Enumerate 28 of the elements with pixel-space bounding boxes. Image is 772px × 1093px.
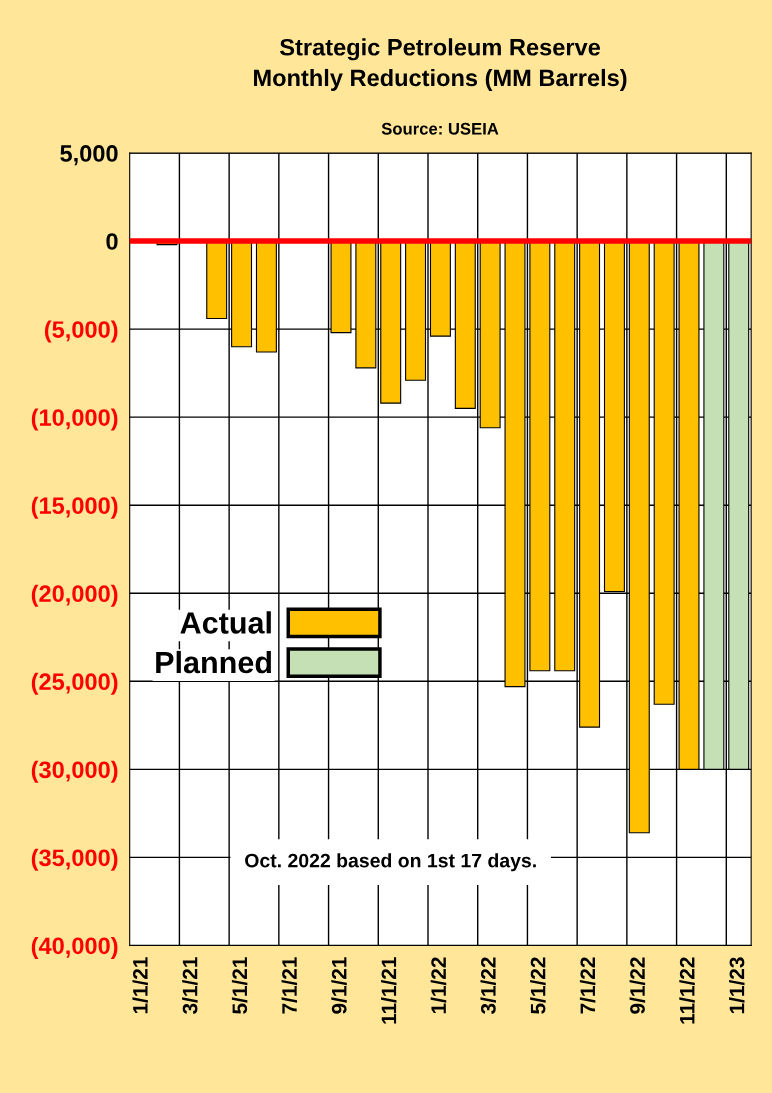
y-tick-label: (15,000) (31, 496, 118, 519)
x-tick-label: 1/1/21 (132, 957, 148, 1014)
legend-label: Actual (180, 611, 271, 634)
y-tick-label: 0 (106, 233, 118, 250)
x-tick-label: 5/1/21 (231, 957, 248, 1014)
x-tick-label: 7/1/21 (281, 957, 298, 1014)
x-tick-label: 3/1/22 (480, 957, 496, 1014)
y-tick-label: (40,000) (31, 936, 118, 959)
x-tick-label: 7/1/22 (579, 957, 596, 1014)
y-tick-label: (25,000) (31, 672, 118, 695)
x-tick-label: 5/1/22 (530, 957, 546, 1014)
x-tick-label: 3/1/21 (182, 957, 198, 1014)
chart-title: Strategic Petroleum Reserve Monthly Reductions (MM Barrels) (254, 38, 627, 91)
y-tick-label: (20,000) (31, 584, 118, 607)
y-tick-label: (10,000) (31, 408, 118, 431)
chart-subtitle: Source: USEIA (381, 122, 499, 135)
x-tick-label: 11/1/22 (679, 957, 695, 1024)
y-tick-label: (35,000) (31, 848, 118, 871)
y-tick-label: (5,000) (44, 320, 118, 343)
x-tick-label: 11/1/21 (381, 957, 397, 1024)
y-tick-label: 5,000 (60, 145, 118, 166)
annotation: Oct. 2022 based on 1st 17 days. (245, 853, 536, 872)
x-tick-label: 9/1/22 (629, 957, 646, 1014)
y-tick-label: (30,000) (31, 760, 118, 783)
legend-label: Planned (156, 650, 271, 674)
x-tick-label: 9/1/21 (331, 957, 347, 1014)
x-tick-label: 1/1/23 (729, 957, 745, 1014)
x-tick-label: 1/1/22 (430, 957, 447, 1014)
